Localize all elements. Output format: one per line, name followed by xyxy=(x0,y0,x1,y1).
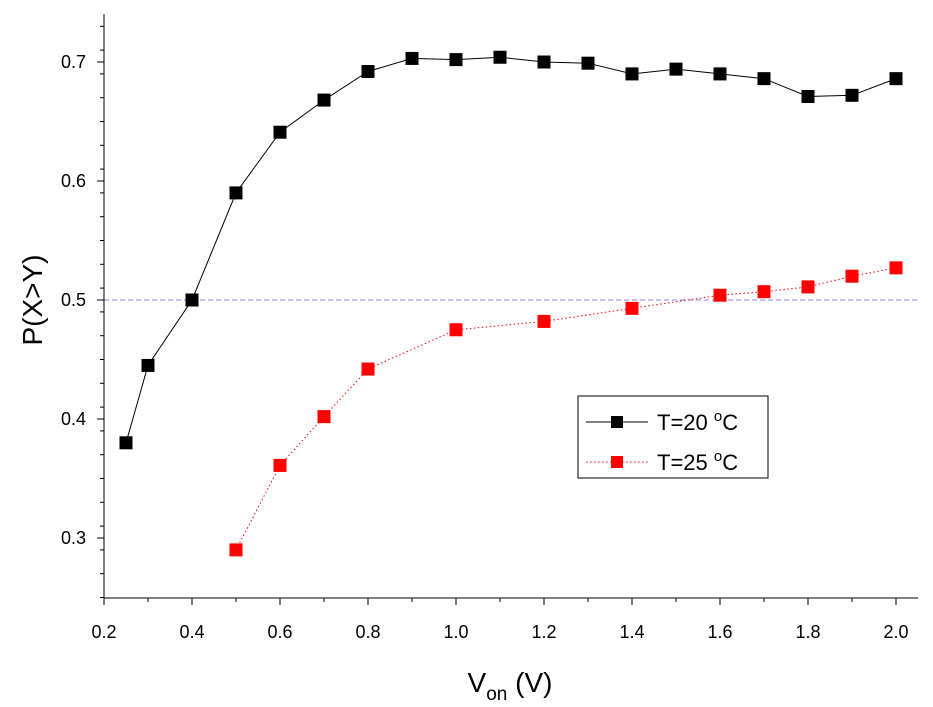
x-tick-label: 0.6 xyxy=(267,622,292,642)
data-point-series-1 xyxy=(449,323,463,337)
data-point-series-1 xyxy=(889,261,903,275)
legend-label-t25-prefix: T=25 xyxy=(657,450,714,475)
data-point-series-0 xyxy=(845,88,859,102)
x-tick-label: 1.4 xyxy=(619,622,644,642)
x-axis-title-unit: (V) xyxy=(507,667,552,698)
data-point-series-0 xyxy=(581,56,595,70)
tick-label-layer: 0.2 0.4 0.6 0.8 1.0 1.2 1.4 1.6 1.8 2.0 0.3 0.4 0.5 0… xyxy=(61,52,909,642)
data-point-series-0 xyxy=(713,67,727,81)
x-tick-label: 1.0 xyxy=(443,622,468,642)
y-tick-label: 0.4 xyxy=(61,409,86,429)
data-point-series-0 xyxy=(493,50,507,64)
x-tick-label: 0.8 xyxy=(355,622,380,642)
legend: T=20 oC T=25 oC xyxy=(577,395,769,479)
data-point-series-1 xyxy=(801,280,815,294)
data-point-series-0 xyxy=(537,55,551,69)
data-point-series-1 xyxy=(537,314,551,328)
x-tick-label: 1.8 xyxy=(795,622,820,642)
legend-label-t25-suffix: C xyxy=(722,450,738,475)
x-axis-title-subscript: on xyxy=(486,684,507,705)
data-point-series-0 xyxy=(625,67,639,81)
series-layer xyxy=(119,50,903,557)
data-point-series-0 xyxy=(449,53,463,67)
data-point-series-0 xyxy=(669,62,683,76)
data-point-series-1 xyxy=(713,288,727,302)
x-axis-title: Von (V) xyxy=(468,667,553,705)
legend-box xyxy=(577,395,769,479)
data-point-series-0 xyxy=(273,125,287,139)
legend-label-t20-sup: o xyxy=(714,408,722,425)
data-point-series-1 xyxy=(317,410,331,424)
data-point-series-0 xyxy=(889,72,903,86)
y-tick-label: 0.7 xyxy=(61,52,86,72)
data-point-series-1 xyxy=(845,269,859,283)
data-point-series-0 xyxy=(361,65,375,79)
y-axis-title: P(X>Y) xyxy=(17,254,48,345)
legend-marker-t20 xyxy=(611,416,623,428)
data-point-series-0 xyxy=(801,90,815,104)
data-point-series-0 xyxy=(317,93,331,107)
data-point-series-1 xyxy=(273,458,287,472)
x-tick-label: 1.6 xyxy=(707,622,732,642)
x-tick-label: 1.2 xyxy=(531,622,556,642)
legend-label-t25-sup: o xyxy=(714,448,722,465)
data-point-series-0 xyxy=(185,293,199,307)
legend-label-t20-suffix: C xyxy=(722,410,738,435)
series-line-0 xyxy=(125,56,897,443)
axes-layer xyxy=(97,14,918,605)
data-point-series-0 xyxy=(141,358,155,372)
data-point-series-0 xyxy=(229,186,243,200)
y-tick-label: 0.3 xyxy=(61,528,86,548)
series-line-1 xyxy=(235,267,897,551)
data-point-series-1 xyxy=(757,285,771,299)
data-point-series-1 xyxy=(361,362,375,376)
y-tick-label: 0.5 xyxy=(61,290,86,310)
x-tick-label: 0.2 xyxy=(91,622,116,642)
legend-marker-t25 xyxy=(611,456,623,468)
legend-label-t20: T=20 oC xyxy=(657,408,738,435)
x-tick-label: 2.0 xyxy=(883,622,908,642)
data-point-series-1 xyxy=(625,301,639,315)
data-point-series-0 xyxy=(405,51,419,65)
data-point-series-1 xyxy=(229,543,243,557)
y-tick-label: 0.6 xyxy=(61,171,86,191)
data-point-series-0 xyxy=(119,436,133,450)
legend-label-t20-prefix: T=20 xyxy=(657,410,714,435)
x-axis-title-main: V xyxy=(468,667,487,698)
x-tick-label: 0.4 xyxy=(179,622,204,642)
data-point-series-0 xyxy=(757,72,771,86)
legend-label-t25: T=25 oC xyxy=(657,448,738,475)
